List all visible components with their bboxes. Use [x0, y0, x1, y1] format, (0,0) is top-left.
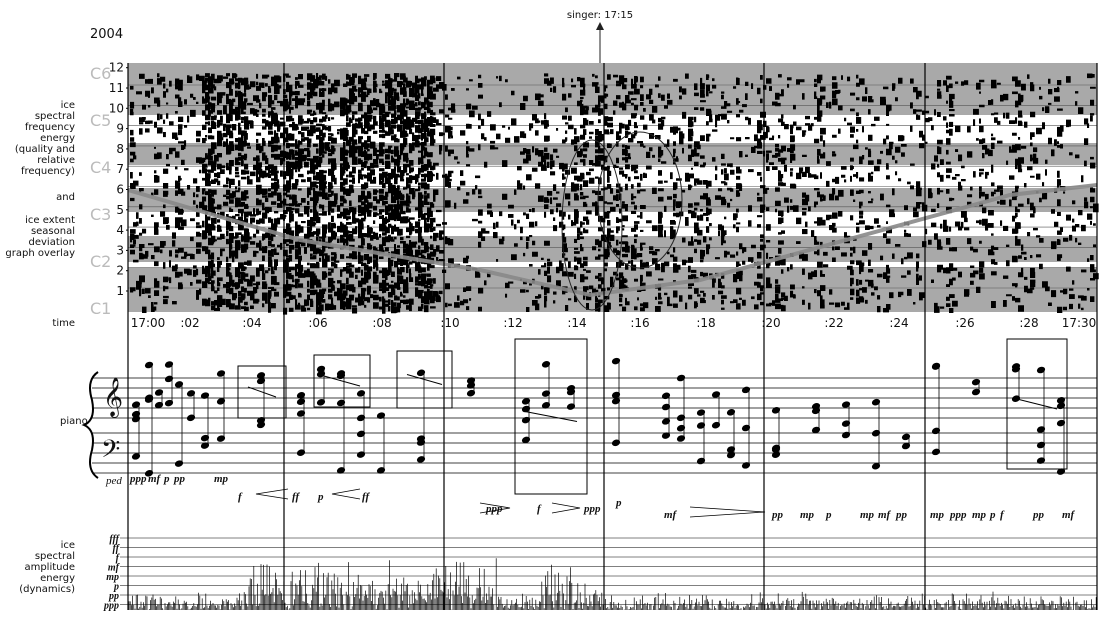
pitch-tick: 9 [116, 122, 124, 136]
year: 2004 [90, 27, 123, 42]
dynamic: mf [878, 509, 892, 521]
dynamic: mf [664, 509, 678, 521]
dynamic: mp [214, 473, 229, 485]
dynamic: ff [292, 491, 300, 503]
side-label: seasonal [31, 226, 75, 237]
time-label: :24 [889, 316, 908, 330]
dynamic: pp [173, 473, 186, 485]
time-label: :06 [308, 316, 327, 330]
hairpin [332, 489, 360, 499]
side-label: ice [61, 540, 75, 551]
time-label: :28 [1019, 316, 1038, 330]
hairpin [552, 503, 580, 513]
cluster-cross [1017, 399, 1057, 409]
pitch-tick: 4 [116, 223, 124, 237]
time-label: :04 [242, 316, 261, 330]
time-label: :14 [567, 316, 586, 330]
dynamic: ppp [129, 473, 147, 485]
dynamic: ppp [485, 503, 503, 515]
clef: 𝄢 [101, 435, 120, 470]
time-label: :16 [630, 316, 649, 330]
dynamic: mp [800, 509, 815, 521]
octave-label: C3 [90, 205, 111, 224]
side-label: (dynamics) [19, 584, 75, 595]
annotation-arrow [596, 22, 604, 30]
pedal: ped [105, 475, 122, 487]
time-label: 17:30 [1062, 316, 1097, 330]
time-label: :26 [955, 316, 974, 330]
octave-label: C6 [90, 64, 111, 83]
dynamic: pp [1032, 509, 1045, 521]
page: 2004 singer: 17:15 123456789101112C1C2C3… [0, 0, 1105, 617]
pitch-tick: 8 [116, 142, 124, 156]
time-label: :08 [372, 316, 391, 330]
side-label: frequency [25, 122, 75, 133]
side-label: deviation [29, 237, 75, 248]
clef: 𝄞 [103, 377, 123, 418]
score: 2004 singer: 17:15 123456789101112C1C2C3… [0, 0, 1105, 613]
side-label: relative [37, 155, 75, 166]
dynamic: mp [860, 509, 875, 521]
cluster-cross [407, 375, 442, 385]
dynamic: p [989, 509, 996, 521]
time-label: 17:00 [131, 316, 166, 330]
cluster-cross [525, 412, 577, 422]
side-label: ice [61, 100, 75, 111]
hairpin [690, 507, 765, 517]
octave-label: C4 [90, 158, 111, 177]
dynamic: mp [972, 509, 987, 521]
dynamic: p [163, 473, 170, 485]
annotation: singer: 17:15 [567, 10, 633, 21]
dynamic: mp [930, 509, 945, 521]
hairpin [256, 489, 288, 499]
dynamic: pp [895, 509, 908, 521]
dynamic: f [1000, 509, 1005, 521]
pitch-tick: 1 [116, 284, 124, 298]
pitch-tick: 7 [116, 162, 124, 176]
dynamic: mf [148, 473, 162, 485]
dynamic: f [537, 503, 542, 515]
side-label: frequency) [21, 166, 75, 177]
dynamic: p [317, 491, 324, 503]
octave-label: C5 [90, 111, 111, 130]
dynamic: ppp [583, 503, 601, 515]
dynamic: pp [771, 509, 784, 521]
side-label: (quality and [15, 144, 75, 155]
side-label: spectral [35, 551, 75, 562]
dynamic: mf [1062, 509, 1076, 521]
octave-label: C1 [90, 299, 111, 318]
time-label: :10 [440, 316, 459, 330]
time-label: :02 [180, 316, 199, 330]
side-label: time [52, 318, 75, 329]
octave-label: C2 [90, 252, 111, 271]
side-label: energy [40, 573, 75, 584]
amplitude-bars [129, 558, 1096, 610]
dynamic: ppp [949, 509, 967, 521]
side-label: spectral [35, 111, 75, 122]
pitch-tick: 11 [109, 81, 124, 95]
side-label: ice extent [25, 215, 75, 226]
amp-level: ppp [103, 601, 119, 612]
side-label: and [56, 192, 75, 203]
dynamic: ff [362, 491, 370, 503]
side-label: energy [40, 133, 75, 144]
time-label: :18 [696, 316, 715, 330]
cluster-cross [248, 387, 276, 397]
dynamic: p [825, 509, 832, 521]
pitch-tick: 3 [116, 243, 124, 257]
pitch-tick: 2 [116, 264, 124, 278]
side-label: amplitude [24, 562, 75, 573]
side-label: graph overlay [5, 248, 75, 259]
dynamic: f [238, 491, 243, 503]
time-label: :12 [503, 316, 522, 330]
time-label: :22 [824, 316, 843, 330]
pitch-tick: 6 [116, 183, 124, 197]
dynamic: p [615, 497, 622, 509]
pitch-tick: 5 [116, 203, 124, 217]
